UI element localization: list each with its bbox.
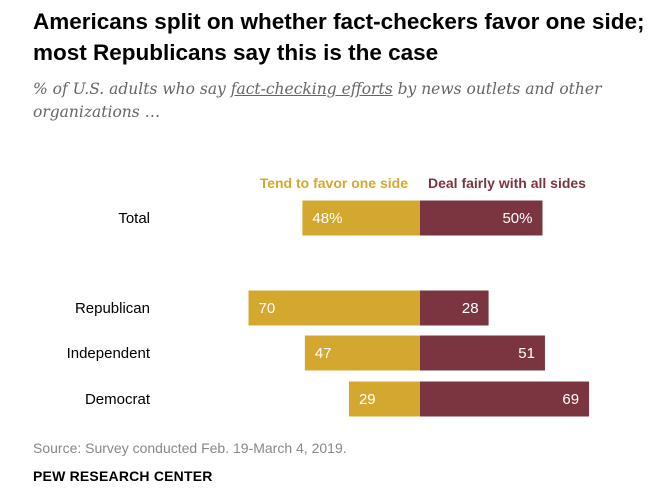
category-label-republican: Republican: [75, 300, 150, 317]
subtitle-text-end: by news outlets and other organizations …: [33, 80, 602, 121]
value-label-favor-democrat: 29: [359, 391, 376, 408]
category-label-independent: Independent: [67, 345, 151, 362]
bar-fair-total: [420, 200, 543, 236]
value-label-favor-total: 48%: [312, 210, 342, 227]
chart-title: Americans split on whether fact-checkers…: [33, 9, 645, 65]
org-name: PEW RESEARCH CENTER: [33, 468, 213, 484]
subtitle-underlined: fact-checking efforts: [230, 80, 393, 98]
bar-favor-republican: [248, 290, 420, 326]
category-label-democrat: Democrat: [85, 391, 151, 408]
subtitle-text: % of U.S. adults who say: [33, 80, 231, 98]
legend-deal-fairly: Deal fairly with all sides: [428, 175, 586, 191]
bar-fair-independent: [420, 335, 545, 371]
value-label-favor-republican: 70: [259, 300, 276, 317]
bar-favor-democrat: [348, 381, 420, 417]
legend-favor-one-side: Tend to favor one side: [260, 175, 409, 191]
bar-favor-independent: [304, 335, 420, 371]
bar-fair-republican: [420, 290, 489, 326]
source-note: Source: Survey conducted Feb. 19-March 4…: [33, 440, 347, 456]
bar-favor-total: [302, 200, 420, 236]
value-label-favor-independent: 47: [315, 345, 332, 362]
value-label-fair-independent: 51: [518, 345, 535, 362]
bar-fair-democrat: [420, 381, 590, 417]
category-label-total: Total: [118, 210, 150, 227]
value-label-fair-democrat: 69: [562, 391, 579, 408]
chart-subtitle: % of U.S. adults who say fact-checking e…: [33, 78, 653, 124]
value-label-fair-republican: 28: [462, 300, 479, 317]
value-label-fair-total: 50%: [502, 210, 532, 227]
